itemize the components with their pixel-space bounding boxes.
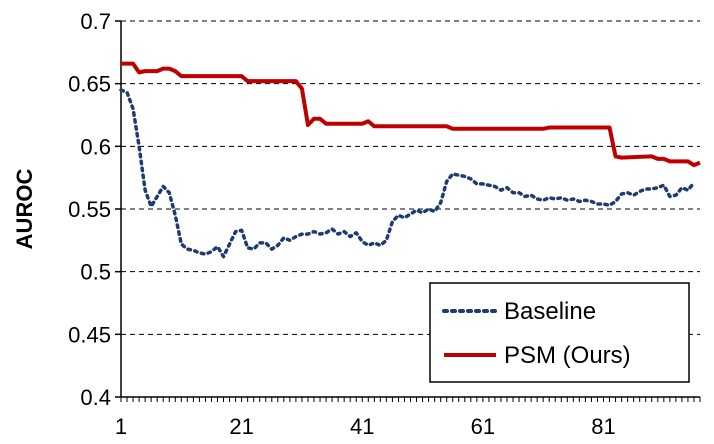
y-tick-label: 0.7: [80, 9, 111, 34]
y-tick-label: 0.6: [80, 134, 111, 159]
y-tick-labels: 0.4 0.45 0.5 0.55 0.6 0.65 0.7: [68, 9, 111, 410]
y-axis-title: AUROC: [12, 169, 37, 250]
x-tick-label: 81: [591, 414, 615, 439]
legend: Baseline PSM (Ours): [429, 282, 690, 383]
legend-label-psm: PSM (Ours): [504, 342, 631, 369]
y-tick-label: 0.5: [80, 260, 111, 285]
series-line-psm: [121, 61, 701, 168]
x-tick-labels: 1 21 41 61 81: [115, 414, 616, 439]
series-lines: [119, 61, 701, 259]
y-tick-label: 0.65: [68, 72, 111, 97]
y-tick-label: 0.55: [68, 197, 111, 222]
y-tick-label: 0.4: [80, 385, 111, 410]
y-tick-label: 0.45: [68, 322, 111, 347]
x-tick-label: 61: [471, 414, 495, 439]
legend-label-baseline: Baseline: [504, 298, 596, 325]
legend-box: [429, 282, 690, 383]
x-tick-label: 1: [115, 414, 127, 439]
series-line-baseline: [119, 88, 696, 259]
x-tick-label: 41: [350, 414, 374, 439]
gridlines: [121, 20, 700, 335]
x-tick-label: 21: [229, 414, 253, 439]
axes: [115, 20, 701, 402]
